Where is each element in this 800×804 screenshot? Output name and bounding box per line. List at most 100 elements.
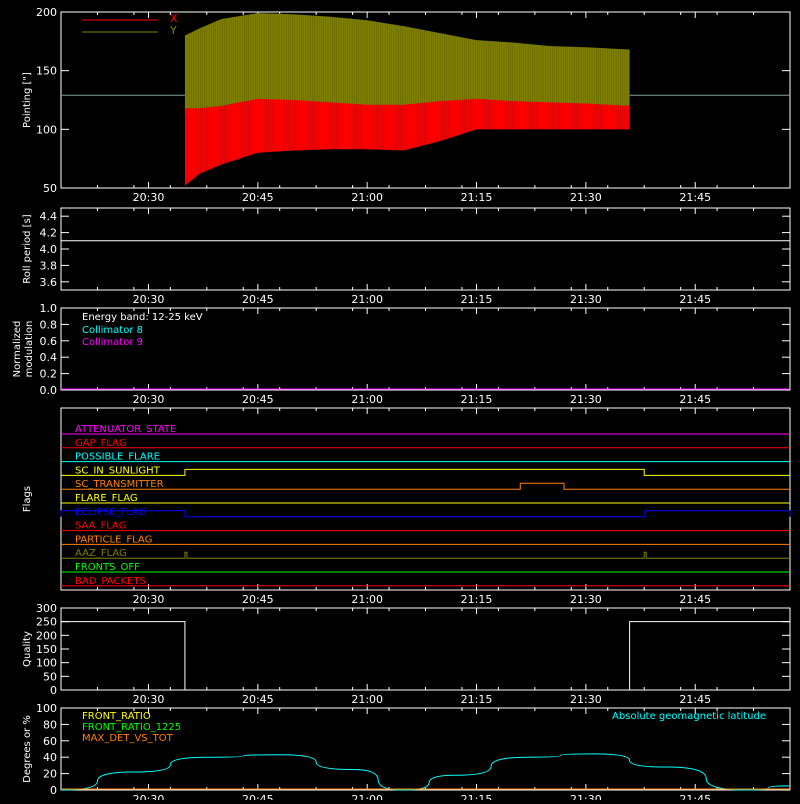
flag-label-gap-flag: GAP_FLAG (75, 438, 127, 449)
y-tick-label: 0 (50, 684, 57, 697)
x-tick-label: 21:45 (679, 293, 711, 306)
y-tick-label: 250 (36, 616, 57, 629)
flag-label-sc-in-sunlight: SC_IN_SUNLIGHT (75, 465, 161, 476)
legend-label-y: Y (169, 24, 177, 37)
panel-frame-flags (60, 407, 791, 591)
y-tick-label: 0.8 (40, 318, 58, 331)
y-axis-label: Flags (22, 486, 33, 512)
series-band-x (184, 98, 630, 186)
geomag-annotation: Absolute geomagnetic latitude (612, 711, 766, 722)
legend-label-front-ratio-1225: FRONT_RATIO_1225 (82, 722, 181, 733)
y-axis-label: Pointing ["] (22, 72, 33, 128)
flag-label-sc-transmitter: SC_TRANSMITTER (75, 479, 164, 490)
y-tick-label: 100 (36, 123, 57, 136)
x-tick-label: 21:30 (570, 393, 602, 406)
y-tick-label: 0.0 (40, 384, 58, 397)
legend-label-collimator-8: Collimator 8 (82, 325, 143, 336)
y-tick-label: 0.4 (40, 351, 58, 364)
flag-line-sc-transmitter (61, 482, 790, 490)
legend-label-front-ratio: FRONT_RATIO (82, 711, 151, 722)
quality-step-1 (629, 621, 791, 690)
x-tick-label: 20:45 (242, 793, 274, 800)
x-tick-label: 21:30 (570, 793, 602, 800)
x-tick-label: 21:15 (461, 793, 493, 800)
y-tick-label: 100 (36, 702, 57, 715)
flag-label-saa-flag: SAA_FLAG (75, 521, 126, 532)
x-tick-label: 20:30 (133, 693, 165, 706)
x-tick-label: 21:00 (351, 793, 383, 800)
x-tick-label: 21:15 (461, 393, 493, 406)
y-tick-label: 0 (50, 784, 57, 797)
y-axis-label: Degrees or % (22, 715, 33, 783)
y-tick-label: 40 (43, 751, 57, 764)
oscillation-texture (184, 14, 630, 186)
flag-label-fronts-off: FRONTS_OFF (75, 562, 140, 573)
y-axis-label: modulation (24, 321, 35, 378)
x-tick-label: 21:00 (351, 393, 383, 406)
y-tick-label: 300 (36, 602, 57, 615)
x-tick-label: 21:15 (461, 693, 493, 706)
x-tick-label: 21:30 (570, 293, 602, 306)
y-tick-label: 3.6 (40, 276, 58, 289)
flag-label-eclipse-flag: ECLIPSE_FLAG (75, 507, 146, 518)
x-tick-label: 21:00 (351, 693, 383, 706)
x-tick-label: 20:30 (133, 191, 165, 204)
y-tick-label: 4.2 (40, 227, 58, 240)
x-tick-label: 20:45 (242, 293, 274, 306)
energy-band-annotation: Energy band: 12-25 keV (82, 312, 203, 323)
x-tick-label: 20:30 (133, 593, 165, 606)
legend-label-x: X (170, 12, 178, 25)
flag-line-sc-in-sunlight (61, 468, 790, 476)
y-tick-label: 1.0 (40, 302, 58, 315)
y-tick-label: 4.0 (40, 243, 58, 256)
x-tick-label: 20:30 (133, 393, 165, 406)
x-tick-label: 20:30 (133, 293, 165, 306)
panel-frame-roll (60, 207, 791, 291)
y-axis-label: Roll period [s] (22, 214, 33, 283)
y-tick-label: 150 (36, 643, 57, 656)
x-tick-label: 21:15 (461, 593, 493, 606)
y-axis-label: Normalized (12, 321, 23, 378)
y-tick-label: 200 (36, 629, 57, 642)
x-tick-label: 21:15 (461, 293, 493, 306)
x-tick-label: 20:45 (242, 693, 274, 706)
y-tick-label: 0.6 (40, 335, 58, 348)
y-tick-label: 80 (43, 718, 57, 731)
flag-label-particle-flag: PARTICLE_FLAG (75, 534, 152, 545)
x-tick-label: 21:00 (351, 293, 383, 306)
x-tick-label: 20:30 (133, 793, 165, 800)
y-tick-label: 200 (36, 6, 57, 19)
y-tick-label: 0.2 (40, 368, 58, 381)
y-tick-label: 50 (43, 182, 57, 195)
y-tick-label: 3.8 (40, 259, 58, 272)
x-tick-label: 20:45 (242, 191, 274, 204)
x-tick-label: 20:45 (242, 593, 274, 606)
x-tick-label: 21:30 (570, 191, 602, 204)
x-tick-label: 21:30 (570, 693, 602, 706)
panel-frame-quality (60, 607, 791, 691)
x-tick-label: 21:15 (461, 191, 493, 204)
x-tick-label: 21:30 (570, 593, 602, 606)
series-band-y (184, 13, 630, 118)
y-tick-label: 50 (43, 670, 57, 683)
y-tick-label: 4.4 (40, 210, 58, 223)
x-tick-label: 21:00 (351, 191, 383, 204)
legend-label-collimator-9: Collimator 9 (82, 337, 143, 348)
y-tick-label: 20 (43, 768, 57, 781)
flag-label-bad-packets: BAD_PACKETS (75, 576, 146, 587)
quality-step-0 (60, 621, 186, 690)
y-tick-label: 100 (36, 657, 57, 670)
y-axis-label: Quality (22, 631, 33, 667)
flag-line-aaz-flag (61, 551, 790, 559)
flag-label-flare-flag: FLARE_FLAG (75, 493, 138, 504)
x-tick-label: 21:45 (679, 191, 711, 204)
x-tick-label: 20:45 (242, 393, 274, 406)
y-tick-label: 60 (43, 735, 57, 748)
legend-label-max-det-vs-tot: MAX_DET_VS_TOT (82, 733, 174, 744)
flag-label-attenuator-state: ATTENUATOR_STATE (75, 424, 176, 435)
x-tick-label: 21:45 (679, 793, 711, 800)
x-tick-label: 21:45 (679, 693, 711, 706)
y-tick-label: 150 (36, 65, 57, 78)
